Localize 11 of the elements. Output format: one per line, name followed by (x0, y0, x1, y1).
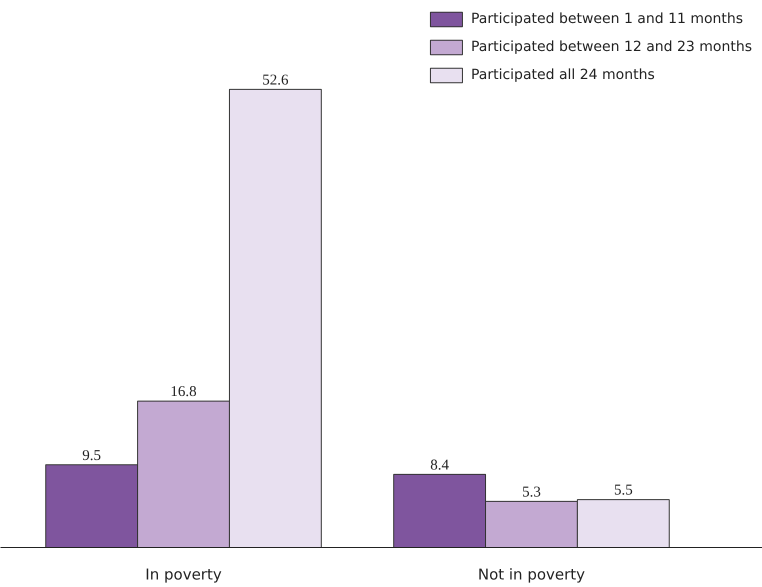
data-label: 9.5 (82, 448, 102, 464)
data-label: 8.4 (430, 457, 450, 474)
data-label: 5.5 (614, 482, 633, 499)
legend-label: Participated between 12 and 23 months (470, 39, 752, 55)
x-tick-label: In poverty (145, 566, 222, 584)
data-label: 16.8 (170, 384, 197, 400)
legend-label: Participated all 24 months (470, 67, 655, 83)
legend-label: Participated between 1 and 11 months (470, 11, 744, 27)
x-tick-label: Not in poverty (478, 566, 586, 584)
data-label: 52.6 (262, 72, 289, 88)
data-label: 5.3 (522, 484, 541, 500)
